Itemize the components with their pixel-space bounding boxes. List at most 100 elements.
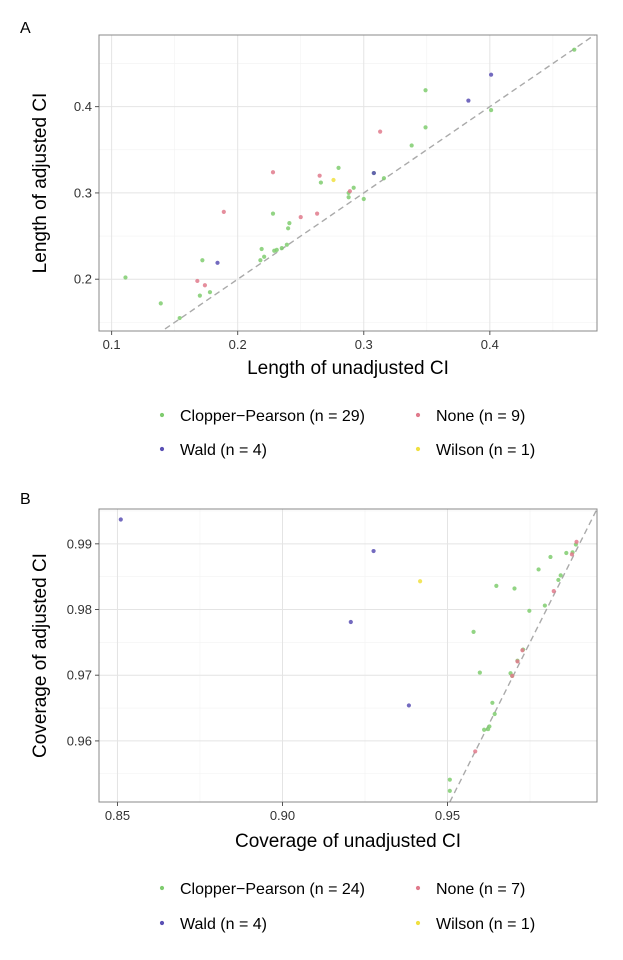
legend-entry: Clopper−Pearson (n = 29): [159, 408, 365, 425]
data-point-none: [510, 673, 515, 678]
y-tick-label: 0.4: [74, 99, 92, 114]
data-point-clopper-pearson: [158, 301, 163, 306]
x-axis-title: Coverage of unadjusted CI: [235, 831, 461, 852]
data-point-wald: [118, 517, 123, 522]
legend-entry: None (n = 7): [415, 881, 525, 898]
legend-key: [415, 885, 421, 891]
panel-label: B: [20, 491, 31, 508]
y-tick-label: 0.97: [67, 668, 92, 683]
data-point-clopper-pearson: [177, 315, 182, 321]
y-tick-label: 0.2: [74, 272, 92, 287]
data-point-clopper-pearson: [423, 125, 428, 130]
data-point-clopper-pearson: [258, 258, 263, 263]
data-point-clopper-pearson: [284, 242, 289, 247]
data-point-clopper-pearson: [556, 577, 561, 583]
data-point-clopper-pearson: [548, 554, 553, 560]
legend-label: Wald (n = 4): [180, 916, 267, 933]
x-tick-label: 0.1: [103, 337, 121, 352]
plot-border: [98, 34, 598, 332]
data-point-clopper-pearson: [423, 88, 428, 93]
legend-label: None (n = 9): [436, 408, 525, 425]
legend-entry: Wald (n = 4): [159, 442, 267, 459]
legend-entry: Wald (n = 4): [159, 916, 267, 933]
data-point-none: [473, 749, 478, 754]
data-point-clopper-pearson: [471, 629, 476, 634]
data-point-clopper-pearson: [490, 700, 495, 705]
data-point-wilson: [331, 177, 336, 183]
data-point-clopper-pearson: [409, 143, 414, 148]
data-point-clopper-pearson: [318, 180, 323, 185]
data-point-none: [270, 170, 276, 175]
legend-key: [415, 920, 421, 926]
panel-b: B 0.85 0.90 0.95 0.96 0.97 0.98 0.99 Coverage of…: [20, 491, 598, 933]
data-point-wald: [215, 260, 220, 265]
identity-reference-line: [160, 35, 596, 331]
data-point-clopper-pearson: [262, 254, 267, 259]
data-point-clopper-pearson: [361, 196, 366, 202]
data-point-none: [202, 283, 208, 288]
legend-label: Clopper−Pearson (n = 29): [180, 408, 365, 425]
data-point-none: [551, 589, 556, 594]
legend-key: [159, 885, 165, 891]
y-axis-title: Length of adjusted CI: [30, 93, 51, 274]
data-point-clopper-pearson: [536, 567, 541, 572]
data-point-wald: [371, 170, 376, 176]
data-point-none: [298, 214, 303, 220]
data-point-clopper-pearson: [351, 185, 356, 190]
data-point-none: [315, 211, 320, 216]
data-point-clopper-pearson: [200, 258, 205, 263]
legend-label: None (n = 7): [436, 881, 525, 898]
data-point-none: [221, 209, 226, 215]
x-axis-title: Length of unadjusted CI: [247, 358, 449, 379]
legend-entry: None (n = 9): [415, 408, 525, 425]
data-point-clopper-pearson: [447, 777, 452, 782]
legend-label: Wilson (n = 1): [436, 916, 535, 933]
data-point-none: [317, 173, 322, 178]
x-tick-label: 0.85: [105, 808, 130, 823]
data-point-none: [378, 129, 383, 134]
y-tick-label: 0.96: [67, 733, 92, 748]
data-point-clopper-pearson: [488, 107, 494, 113]
data-point-wald: [488, 72, 494, 77]
data-point-wald: [406, 703, 411, 708]
y-tick-label: 0.99: [67, 536, 92, 551]
data-point-clopper-pearson: [346, 195, 351, 200]
data-point-wilson: [418, 579, 423, 584]
data-point-clopper-pearson: [287, 221, 292, 226]
data-point-clopper-pearson: [123, 275, 128, 280]
data-point-clopper-pearson: [558, 573, 563, 578]
plot-background: [99, 35, 597, 331]
data-point-clopper-pearson: [207, 290, 213, 295]
data-point-wald: [371, 548, 376, 554]
panel-label: A: [20, 20, 31, 37]
legend-label: Clopper−Pearson (n = 24): [180, 881, 365, 898]
legend-key: [415, 412, 421, 418]
data-point-wald: [348, 619, 353, 625]
data-point-none: [195, 278, 200, 284]
data-point-none: [515, 659, 520, 664]
legend-key: [415, 446, 421, 452]
data-point-none: [520, 648, 525, 653]
data-point-clopper-pearson: [492, 711, 497, 717]
x-tick-label: 0.4: [481, 337, 499, 352]
panel-a: A 0.1 0.2 0.3 0.4 0.2 0.3 0.4 Length of unadjust…: [20, 20, 598, 459]
data-point-clopper-pearson: [259, 246, 264, 252]
y-tick-label: 0.98: [67, 602, 92, 617]
data-point-clopper-pearson: [270, 211, 276, 216]
data-point-clopper-pearson: [477, 670, 482, 675]
data-point-none: [347, 189, 352, 194]
data-point-clopper-pearson: [512, 586, 517, 591]
data-layer: [123, 35, 596, 331]
x-tick-label: 0.90: [270, 808, 295, 823]
legend-entry: Wilson (n = 1): [415, 442, 535, 459]
x-tick-label: 0.3: [355, 337, 373, 352]
plot-border: [98, 508, 598, 803]
x-tick-label: 0.2: [229, 337, 247, 352]
legend-entry: Clopper−Pearson (n = 24): [159, 881, 365, 898]
data-point-clopper-pearson: [272, 248, 277, 253]
data-point-clopper-pearson: [494, 583, 499, 588]
data-point-clopper-pearson: [487, 724, 492, 729]
data-point-clopper-pearson: [381, 176, 387, 181]
legend-label: Wald (n = 4): [180, 442, 267, 459]
data-point-clopper-pearson: [572, 47, 577, 52]
